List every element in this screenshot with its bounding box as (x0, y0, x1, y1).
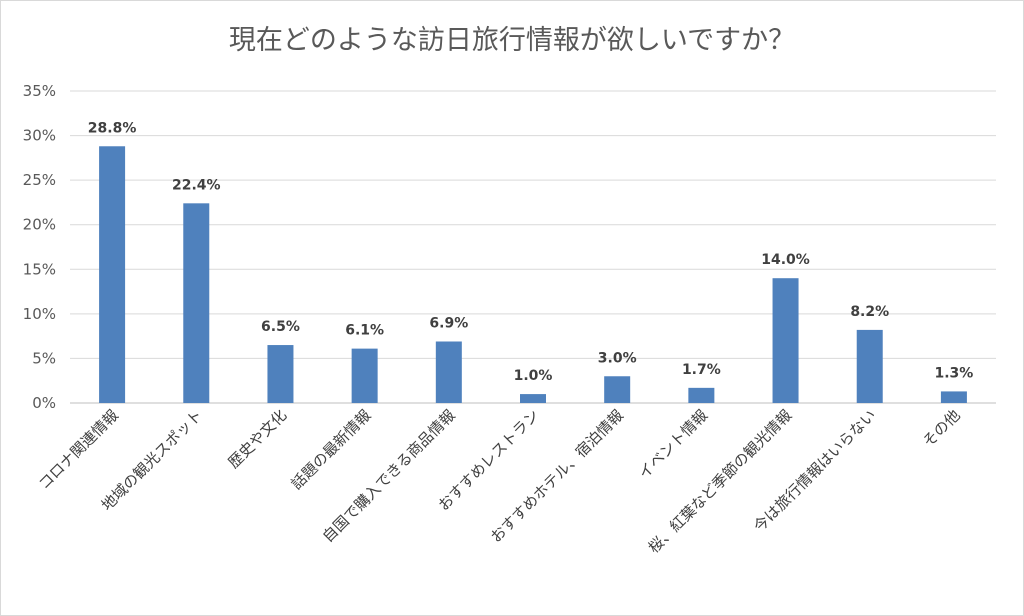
data-label: 28.8% (88, 120, 137, 136)
bar (604, 376, 631, 403)
y-tick-label: 0% (32, 394, 56, 412)
bar (99, 146, 126, 404)
bar (688, 387, 715, 403)
bar (267, 345, 294, 403)
y-tick-label: 20% (23, 216, 56, 234)
category-label: コロナ関連情報 (35, 406, 122, 493)
data-label: 6.1% (345, 323, 384, 339)
category-label: 桜、紅葉など季節の観光情報 (645, 406, 796, 557)
bar (183, 203, 210, 403)
data-label: 1.3% (934, 365, 973, 381)
y-tick-label: 10% (23, 305, 56, 323)
bar (772, 278, 799, 403)
bar (435, 341, 462, 403)
bar (351, 348, 378, 403)
data-label: 1.0% (514, 368, 553, 384)
y-tick-label: 5% (32, 349, 56, 367)
category-label: その他 (919, 406, 964, 451)
chart-title: 現在どのような訪日旅行情報が欲しいですか？ (228, 25, 796, 56)
data-label: 6.5% (261, 319, 300, 335)
y-tick-label: 30% (23, 127, 56, 145)
y-tick-label: 35% (23, 82, 56, 100)
data-label: 14.0% (761, 252, 810, 268)
data-label: 1.7% (682, 362, 721, 378)
y-tick-label: 15% (23, 260, 56, 278)
category-label: 歴史や文化 (225, 406, 291, 472)
bar (856, 329, 883, 403)
category-label: イベント情報 (635, 406, 711, 482)
data-label: 22.4% (172, 177, 221, 193)
y-tick-label: 25% (23, 171, 56, 189)
bar (940, 391, 967, 403)
data-label: 3.0% (598, 350, 637, 366)
category-label: 話題の最新情報 (287, 406, 374, 493)
data-label: 6.9% (429, 315, 468, 331)
data-label: 8.2% (850, 304, 889, 320)
bar (520, 394, 546, 403)
